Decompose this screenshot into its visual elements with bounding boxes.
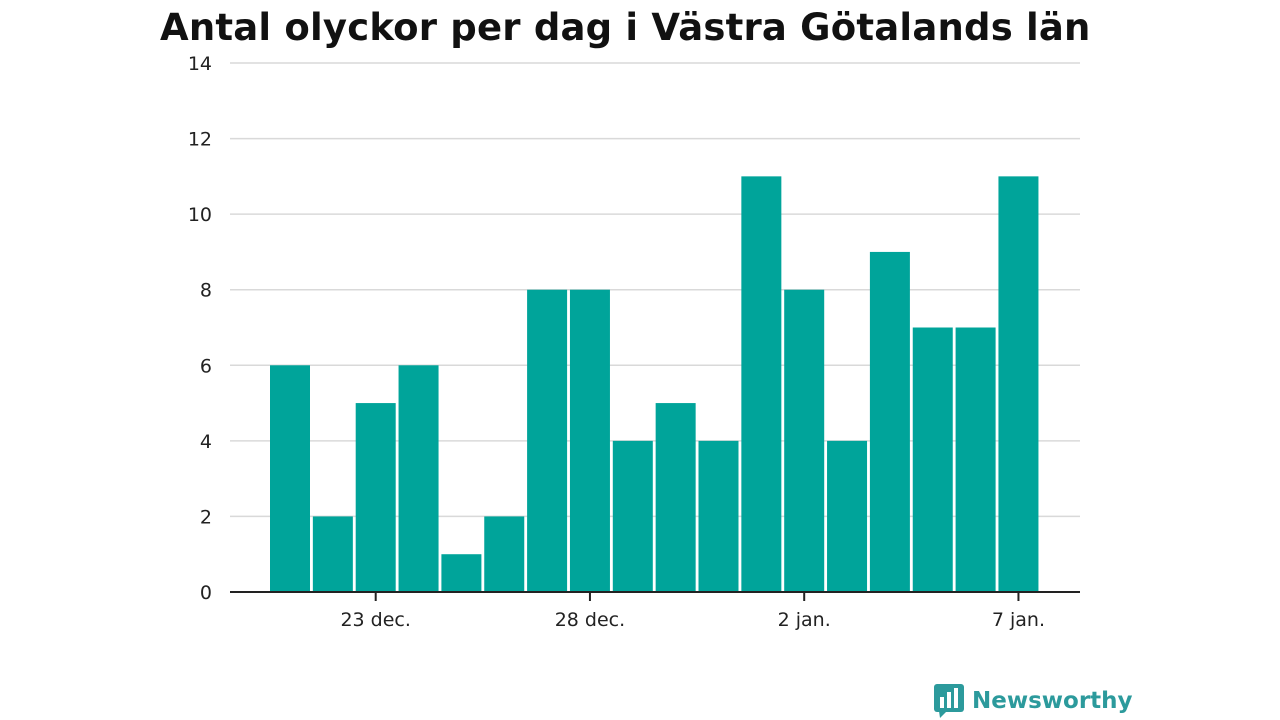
bar (655, 403, 696, 592)
bar (527, 289, 568, 592)
brand-name: Newsworthy (972, 688, 1133, 714)
y-tick-label: 10 (188, 204, 212, 226)
x-tick-label: 28 dec. (555, 609, 625, 631)
y-tick-label: 6 (200, 355, 212, 377)
newsworthy-logo: Newsworthy (934, 684, 1133, 718)
y-tick-label: 2 (200, 506, 212, 528)
bar (312, 516, 353, 592)
bar (784, 289, 825, 592)
bar-chart-speech-bubble-icon (934, 684, 964, 718)
y-tick-label: 8 (200, 280, 212, 302)
bar (741, 176, 782, 592)
bar (398, 365, 439, 592)
bar (569, 289, 610, 592)
x-tick-label: 2 jan. (778, 609, 831, 631)
bar (270, 365, 310, 592)
bar (612, 440, 653, 592)
bar (912, 327, 953, 592)
bar (484, 516, 525, 592)
bar (698, 440, 739, 592)
x-tick-labels: 23 dec. 28 dec. 2 jan. 7 jan. (340, 609, 1045, 631)
y-tick-labels: 0 2 4 6 8 10 12 14 (188, 53, 212, 604)
y-tick-label: 12 (188, 129, 212, 151)
bar (355, 403, 396, 592)
bar (998, 176, 1039, 592)
bar (441, 554, 482, 592)
bar (955, 327, 996, 592)
x-tick-label: 23 dec. (340, 609, 410, 631)
bar (827, 440, 868, 592)
y-tick-label: 4 (200, 431, 212, 453)
bar (869, 251, 910, 592)
y-tick-label: 14 (188, 53, 212, 75)
axes (230, 591, 1080, 601)
x-tick-label: 7 jan. (992, 609, 1045, 631)
chart-title: Antal olyckor per dag i Västra Götalands… (160, 6, 1091, 49)
y-tick-label: 0 (200, 582, 212, 604)
bars (270, 176, 1039, 592)
